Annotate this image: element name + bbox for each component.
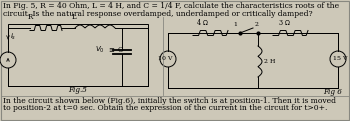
FancyBboxPatch shape bbox=[168, 33, 338, 88]
Text: 2: 2 bbox=[255, 22, 259, 27]
Text: R: R bbox=[28, 13, 33, 21]
Text: Fig 6: Fig 6 bbox=[323, 88, 342, 96]
Text: 10 V: 10 V bbox=[158, 56, 173, 61]
Text: In Fig. 5, R = 40 Ohm, L = 4 H, and C = 1/4 F, calculate the characteristics roo: In Fig. 5, R = 40 Ohm, L = 4 H, and C = … bbox=[3, 3, 339, 11]
Text: Fig.5: Fig.5 bbox=[68, 86, 87, 94]
Circle shape bbox=[160, 51, 176, 67]
Text: 3 $\Omega$: 3 $\Omega$ bbox=[278, 18, 291, 27]
FancyBboxPatch shape bbox=[8, 24, 148, 86]
Text: In the circuit shown below (Fig.6), initially the switch is at position-1. Then : In the circuit shown below (Fig.6), init… bbox=[3, 97, 336, 105]
Text: 15 V: 15 V bbox=[333, 56, 348, 61]
Text: 1: 1 bbox=[233, 22, 237, 27]
Circle shape bbox=[0, 52, 16, 68]
Text: to position-2 at t=0 sec. Obtain the expression of the current in the circuit fo: to position-2 at t=0 sec. Obtain the exp… bbox=[3, 104, 327, 112]
Text: 4 $\Omega$: 4 $\Omega$ bbox=[196, 17, 209, 27]
Text: L: L bbox=[72, 13, 77, 21]
Text: $V_0$: $V_0$ bbox=[95, 45, 105, 55]
Text: 2 H: 2 H bbox=[264, 59, 275, 64]
Text: $i_s$: $i_s$ bbox=[10, 32, 16, 42]
Circle shape bbox=[330, 51, 346, 67]
Text: circuit. Is the natural response overdamped, underdamped or critically damped?: circuit. Is the natural response overdam… bbox=[3, 10, 313, 18]
Text: $\equiv$ C: $\equiv$ C bbox=[107, 45, 125, 54]
FancyBboxPatch shape bbox=[1, 1, 349, 120]
